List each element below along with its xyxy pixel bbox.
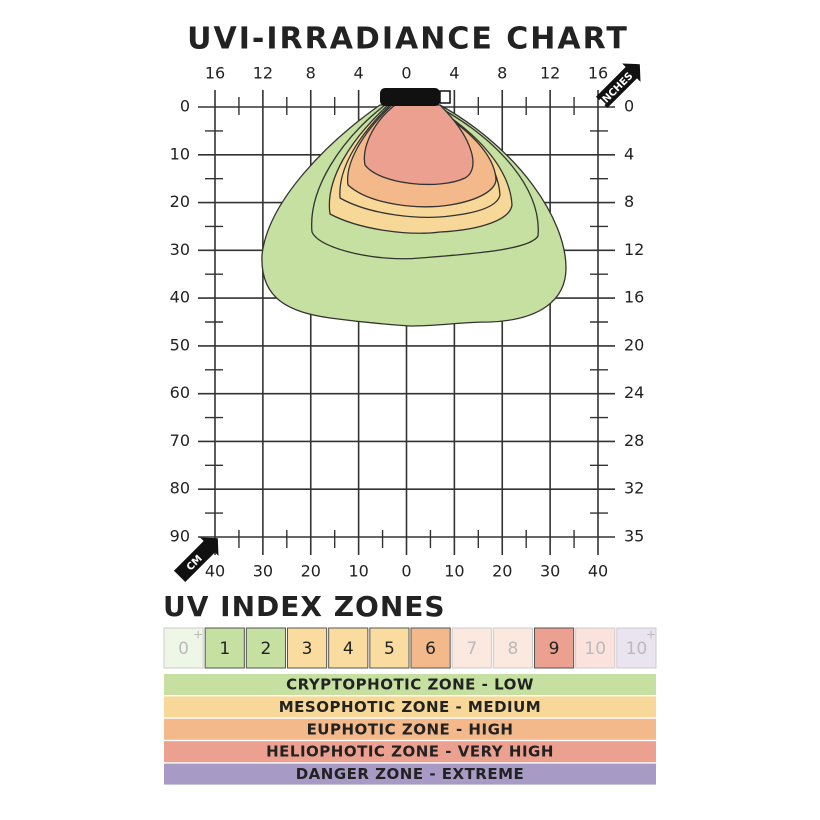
left-tick-label: 70 [170, 431, 190, 450]
chart-title: UVI-IRRADIANCE CHART [187, 22, 629, 57]
index-label: 7 [466, 639, 477, 659]
left-tick-label: 50 [170, 335, 190, 354]
zone-band-label: HELIOPHOTIC ZONE - VERY HIGH [266, 743, 554, 761]
bottom-tick-label: 10 [444, 562, 464, 581]
right-tick-label: 8 [624, 192, 634, 211]
index-label: 1 [219, 639, 230, 659]
index-label: 2 [261, 639, 272, 659]
lamp-body [380, 88, 440, 106]
zone-band [164, 718, 656, 740]
right-tick-label: 0 [624, 97, 634, 116]
zone-band-label: EUPHOTIC ZONE - HIGH [307, 720, 514, 738]
right-tick-label: 28 [624, 431, 644, 450]
top-tick-label: 12 [540, 64, 560, 83]
index-cell [204, 627, 245, 669]
bottom-tick-label: 10 [348, 562, 368, 581]
top-tick-label: 8 [497, 64, 507, 83]
bottom-tick-label: 40 [205, 562, 225, 581]
zone-band-label: CRYPTOPHOTIC ZONE - LOW [286, 676, 534, 694]
index-cell [492, 627, 534, 669]
zone-band [164, 763, 656, 785]
bottom-tick-label: 20 [301, 562, 321, 581]
right-tick-label: 24 [624, 383, 644, 402]
unit-arrow [595, 63, 641, 109]
bottom-tick-label: 40 [588, 562, 608, 581]
zones-title: UV INDEX ZONES [163, 590, 446, 623]
index-cell [616, 627, 657, 669]
index-label: 6 [425, 639, 436, 659]
index-cell [575, 627, 616, 669]
zone-band-label: MESOPHOTIC ZONE - MEDIUM [279, 698, 541, 716]
right-tick-label: 35 [624, 527, 644, 546]
index-cell [245, 627, 286, 669]
left-tick-label: 0 [180, 97, 190, 116]
index-sup: + [193, 628, 203, 642]
top-tick-label: 8 [306, 64, 316, 83]
top-tick-label: 4 [449, 64, 459, 83]
zone-band [164, 674, 656, 695]
top-tick-label: 16 [588, 64, 608, 83]
index-sup: + [646, 628, 656, 642]
top-tick-label: 4 [354, 64, 364, 83]
index-cell [451, 627, 492, 669]
index-label: 9 [549, 639, 560, 659]
right-tick-label: 32 [624, 479, 644, 498]
index-cell [328, 627, 369, 669]
index-cell [410, 627, 451, 669]
zone-band [164, 741, 656, 763]
bottom-tick-label: 0 [401, 562, 411, 581]
lamp [380, 88, 451, 106]
bottom-tick-label: 20 [492, 562, 512, 581]
index-label: 10 [626, 639, 648, 659]
left-tick-label: 80 [170, 479, 190, 498]
top-tick-label: 12 [253, 64, 273, 83]
left-tick-label: 40 [170, 288, 190, 307]
index-cell [534, 627, 575, 669]
index-cell [163, 627, 204, 669]
bottom-tick-label: 30 [253, 562, 273, 581]
unit-arrow [173, 537, 219, 583]
top-tick-label: 16 [205, 64, 225, 83]
right-tick-label: 16 [624, 288, 644, 307]
left-tick-label: 60 [170, 383, 190, 402]
zone-band [164, 696, 656, 718]
lamp-cap [439, 90, 451, 104]
left-tick-label: 10 [170, 144, 190, 163]
right-tick-label: 20 [624, 335, 644, 354]
right-tick-label: 12 [624, 240, 644, 259]
zone-band-label: DANGER ZONE - EXTREME [296, 765, 525, 783]
left-tick-label: 20 [170, 192, 190, 211]
index-label: 10 [584, 639, 606, 659]
top-tick-label: 0 [401, 64, 411, 83]
bottom-tick-label: 30 [540, 562, 560, 581]
index-cell [369, 627, 410, 669]
left-tick-label: 30 [170, 240, 190, 259]
irradiance-contours [261, 104, 567, 327]
right-tick-label: 4 [624, 144, 634, 163]
index-label: 3 [302, 639, 313, 659]
left-tick-label: 90 [170, 527, 190, 546]
index-label: 4 [343, 639, 354, 659]
index-label: 5 [384, 639, 395, 659]
index-cell [287, 627, 328, 669]
index-label: 8 [508, 639, 519, 659]
contour-very-high [363, 104, 474, 186]
index-label: 0 [178, 639, 189, 659]
